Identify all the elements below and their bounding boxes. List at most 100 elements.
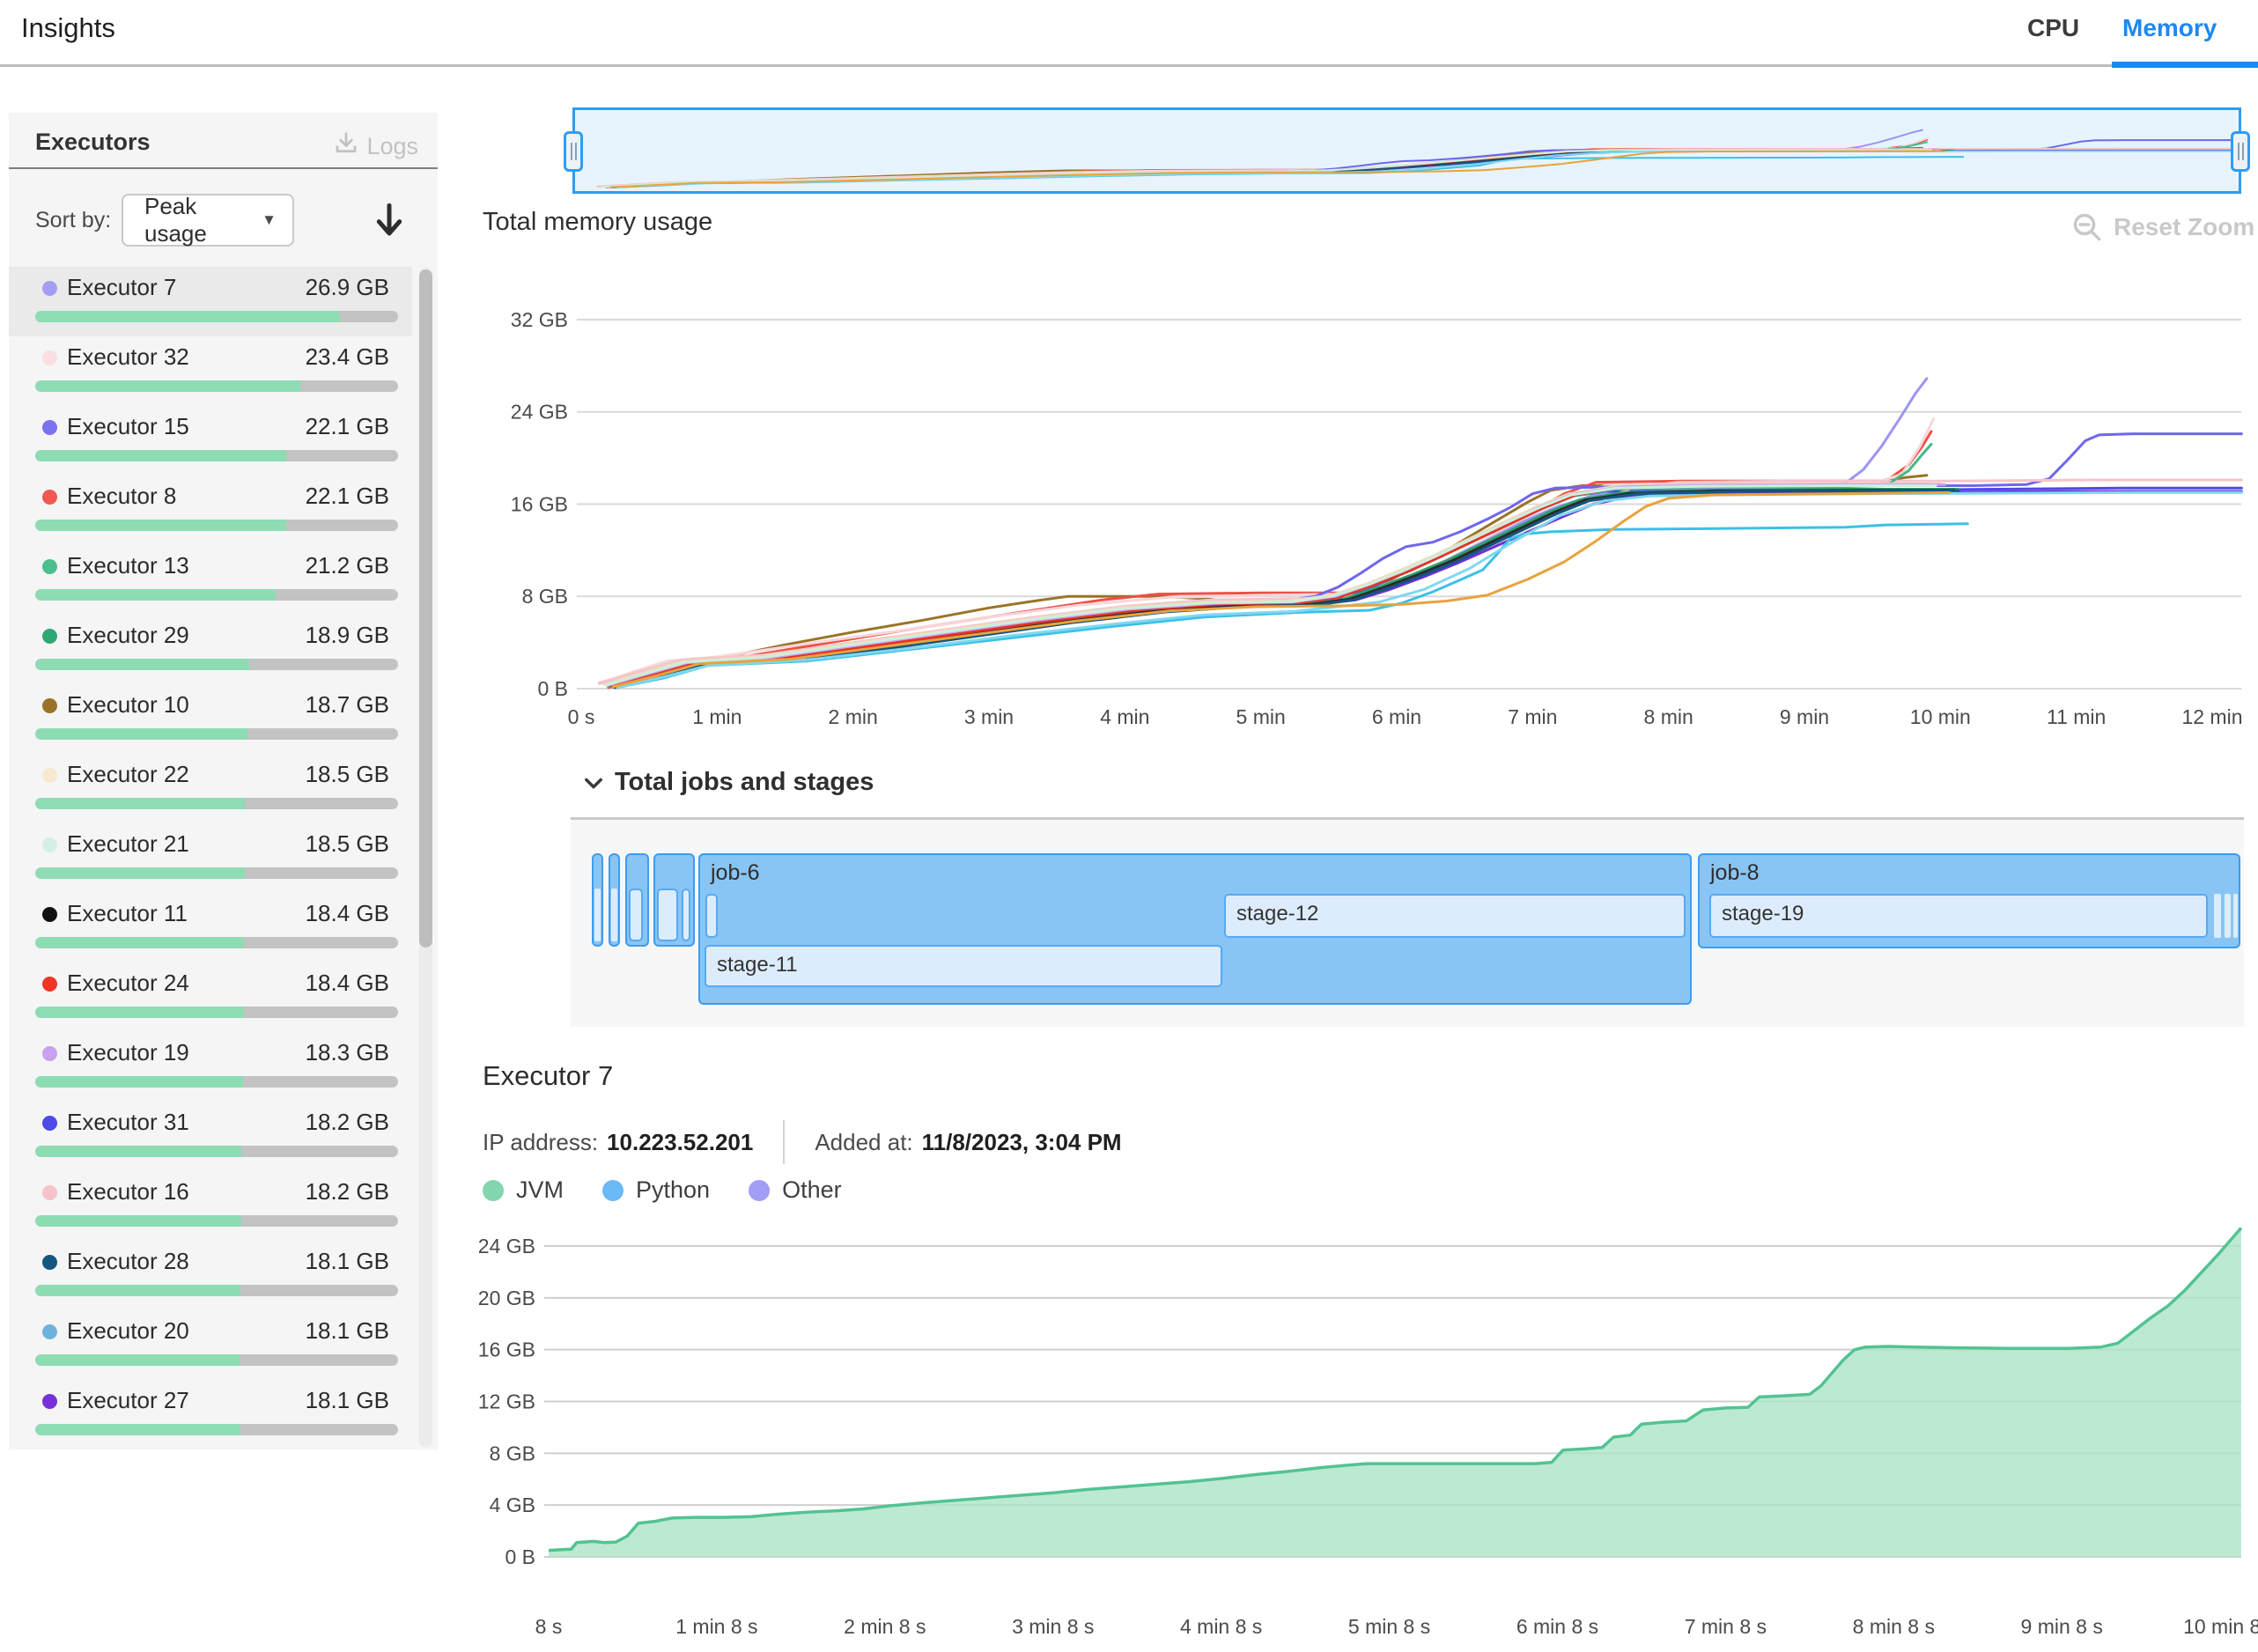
added-at-value: 11/8/2023, 3:04 PM: [921, 1128, 1122, 1155]
x-axis-tick-label: 10 min 8 s: [2183, 1615, 2258, 1638]
gantt-stage-stage-19[interactable]: stage-19: [1709, 894, 2208, 938]
executor-list-item[interactable]: Executor 32 23.4 GB: [9, 336, 412, 406]
executor-color-dot: [42, 490, 57, 505]
gantt-stage-stage-12[interactable]: stage-12: [1224, 894, 1686, 938]
y-axis-tick-label: 0 B: [505, 1545, 535, 1568]
memory-series-line: [598, 417, 1936, 686]
executor-list-item[interactable]: Executor 27 18.1 GB: [9, 1380, 412, 1449]
executor-usage-bar-fill: [35, 380, 300, 392]
executor-list-item[interactable]: Executor 21 18.5 GB: [9, 823, 412, 893]
zoom-out-icon: [2073, 213, 2101, 241]
x-axis-tick-label: 12 min: [2181, 705, 2242, 728]
legend-item-python[interactable]: Python: [602, 1176, 710, 1204]
executor-peak-value: 18.5 GB: [305, 761, 389, 787]
executor-name: Executor 22: [67, 761, 189, 787]
executor-color-dot: [42, 977, 57, 992]
executor-color-dot: [42, 768, 57, 783]
x-axis-tick-label: 0 s: [568, 705, 595, 728]
x-axis-tick-label: 9 min: [1780, 705, 1829, 728]
executor-list-item[interactable]: Executor 15 22.1 GB: [9, 406, 412, 476]
executor-list-item[interactable]: Executor 19 18.3 GB: [9, 1032, 412, 1102]
total-memory-chart[interactable]: 0 B 8 GB 16 GB 24 GB 32 GB 0 s 1 min 2 min 3 min…: [476, 299, 2258, 740]
gantt-stage-label: stage-11: [717, 953, 798, 977]
executor-list-item[interactable]: Executor 24 18.4 GB: [9, 962, 412, 1032]
executor-memory-area-chart[interactable]: 0 B 4 GB 8 GB 12 GB 16 GB 20 GB 24 GB 8 s 1 min …: [476, 1220, 2258, 1649]
executor-usage-bar: [35, 520, 398, 531]
executor-usage-bar: [35, 798, 398, 809]
executor-list-item[interactable]: Executor 8 22.1 GB: [9, 476, 412, 545]
executor-usage-bar-fill: [35, 867, 245, 879]
y-axis-tick-label: 24 GB: [478, 1235, 535, 1257]
active-tab-underline: [2112, 62, 2258, 68]
executors-panel-title: Executors: [35, 129, 151, 155]
x-axis-tick-label: 3 min: [964, 705, 1014, 728]
executor-list-item[interactable]: Executor 10 18.7 GB: [9, 684, 412, 754]
gantt-stage[interactable]: [2225, 894, 2231, 938]
executor-peak-value: 18.3 GB: [305, 1039, 389, 1066]
executor-usage-bar-fill: [35, 1285, 240, 1296]
gantt-stage-label: stage-19: [1722, 902, 1804, 926]
gantt-stage[interactable]: [594, 889, 601, 941]
executor-name: Executor 10: [67, 691, 189, 718]
gantt-stage[interactable]: [629, 889, 643, 941]
memory-series-line: [616, 490, 2243, 690]
legend-item-other[interactable]: Other: [749, 1176, 842, 1204]
gantt-stage[interactable]: [2214, 894, 2221, 938]
overview-series-line: [596, 136, 1930, 188]
gantt-stage[interactable]: [682, 889, 690, 941]
executor-name: Executor 24: [67, 970, 189, 996]
added-at-label: Added at:: [815, 1128, 913, 1155]
y-axis-tick-label: 8 GB: [522, 585, 568, 608]
executor-name: Executor 13: [67, 552, 189, 579]
executor-peak-value: 18.2 GB: [305, 1109, 389, 1135]
legend-item-jvm[interactable]: JVM: [483, 1176, 564, 1204]
brush-handle-right[interactable]: [2231, 131, 2250, 172]
x-axis-tick-label: 1 min 8 s: [675, 1615, 757, 1638]
sort-direction-button[interactable]: [372, 199, 407, 241]
chevron-down-icon: [585, 778, 602, 788]
gantt-stage[interactable]: [2233, 894, 2238, 938]
executor-list-item[interactable]: Executor 16 18.2 GB: [9, 1171, 412, 1241]
executor-name: Executor 15: [67, 413, 189, 439]
gantt-stage[interactable]: [611, 889, 617, 941]
gantt-stage-stage-11[interactable]: stage-11: [705, 945, 1222, 987]
memory-series-line: [604, 484, 1937, 687]
gantt-job-label: job-8: [1710, 860, 1760, 885]
reset-zoom-label: Reset Zoom: [2114, 213, 2255, 240]
executor-usage-bar: [35, 1215, 398, 1227]
executor-peak-value: 22.1 GB: [305, 413, 389, 439]
executor-list-item[interactable]: Executor 29 18.9 GB: [9, 615, 412, 684]
executor-list-item[interactable]: Executor 28 18.1 GB: [9, 1241, 412, 1310]
sort-by-dropdown[interactable]: Peak usage ▼: [122, 193, 294, 247]
y-axis-tick-label: 8 GB: [490, 1442, 535, 1464]
x-axis-tick-label: 8 min 8 s: [1853, 1615, 1935, 1638]
executor-color-dot: [42, 1046, 57, 1061]
executor-list-item[interactable]: Executor 20 18.1 GB: [9, 1310, 412, 1380]
executor-color-dot: [42, 559, 57, 574]
executor-usage-bar: [35, 380, 398, 392]
executor-list-item[interactable]: Executor 22 18.5 GB: [9, 754, 412, 823]
brush-handle-left[interactable]: [564, 131, 583, 172]
gantt-stage[interactable]: [705, 894, 718, 938]
x-axis-tick-label: 9 min 8 s: [2021, 1615, 2103, 1638]
ip-address-value: 10.223.52.201: [607, 1128, 754, 1155]
tab-memory[interactable]: Memory: [2122, 14, 2217, 41]
executor-peak-value: 22.1 GB: [305, 483, 389, 509]
executor-list-item[interactable]: Executor 7 26.9 GB: [9, 267, 412, 336]
logs-button[interactable]: Logs: [333, 130, 418, 163]
scrollbar-thumb[interactable]: [419, 269, 432, 948]
jobs-section-toggle[interactable]: Total jobs and stages: [581, 768, 874, 797]
tab-cpu[interactable]: CPU: [2027, 14, 2080, 41]
executor-usage-bar-fill: [35, 589, 276, 601]
executor-list-item[interactable]: Executor 11 18.4 GB: [9, 893, 412, 962]
executor-list-item[interactable]: Executor 13 21.2 GB: [9, 545, 412, 615]
reset-zoom-button[interactable]: Reset Zoom: [2071, 211, 2254, 243]
gantt-stage[interactable]: [657, 889, 678, 941]
executor-list-item[interactable]: Executor 31 18.2 GB: [9, 1102, 412, 1171]
executor-usage-bar: [35, 1424, 398, 1435]
x-axis-tick-label: 1 min: [692, 705, 742, 728]
executor-name: Executor 16: [67, 1178, 189, 1205]
zoom-brush-overview[interactable]: [564, 107, 2250, 194]
executor-peak-value: 18.1 GB: [305, 1248, 389, 1274]
executor-peak-value: 18.4 GB: [305, 900, 389, 926]
